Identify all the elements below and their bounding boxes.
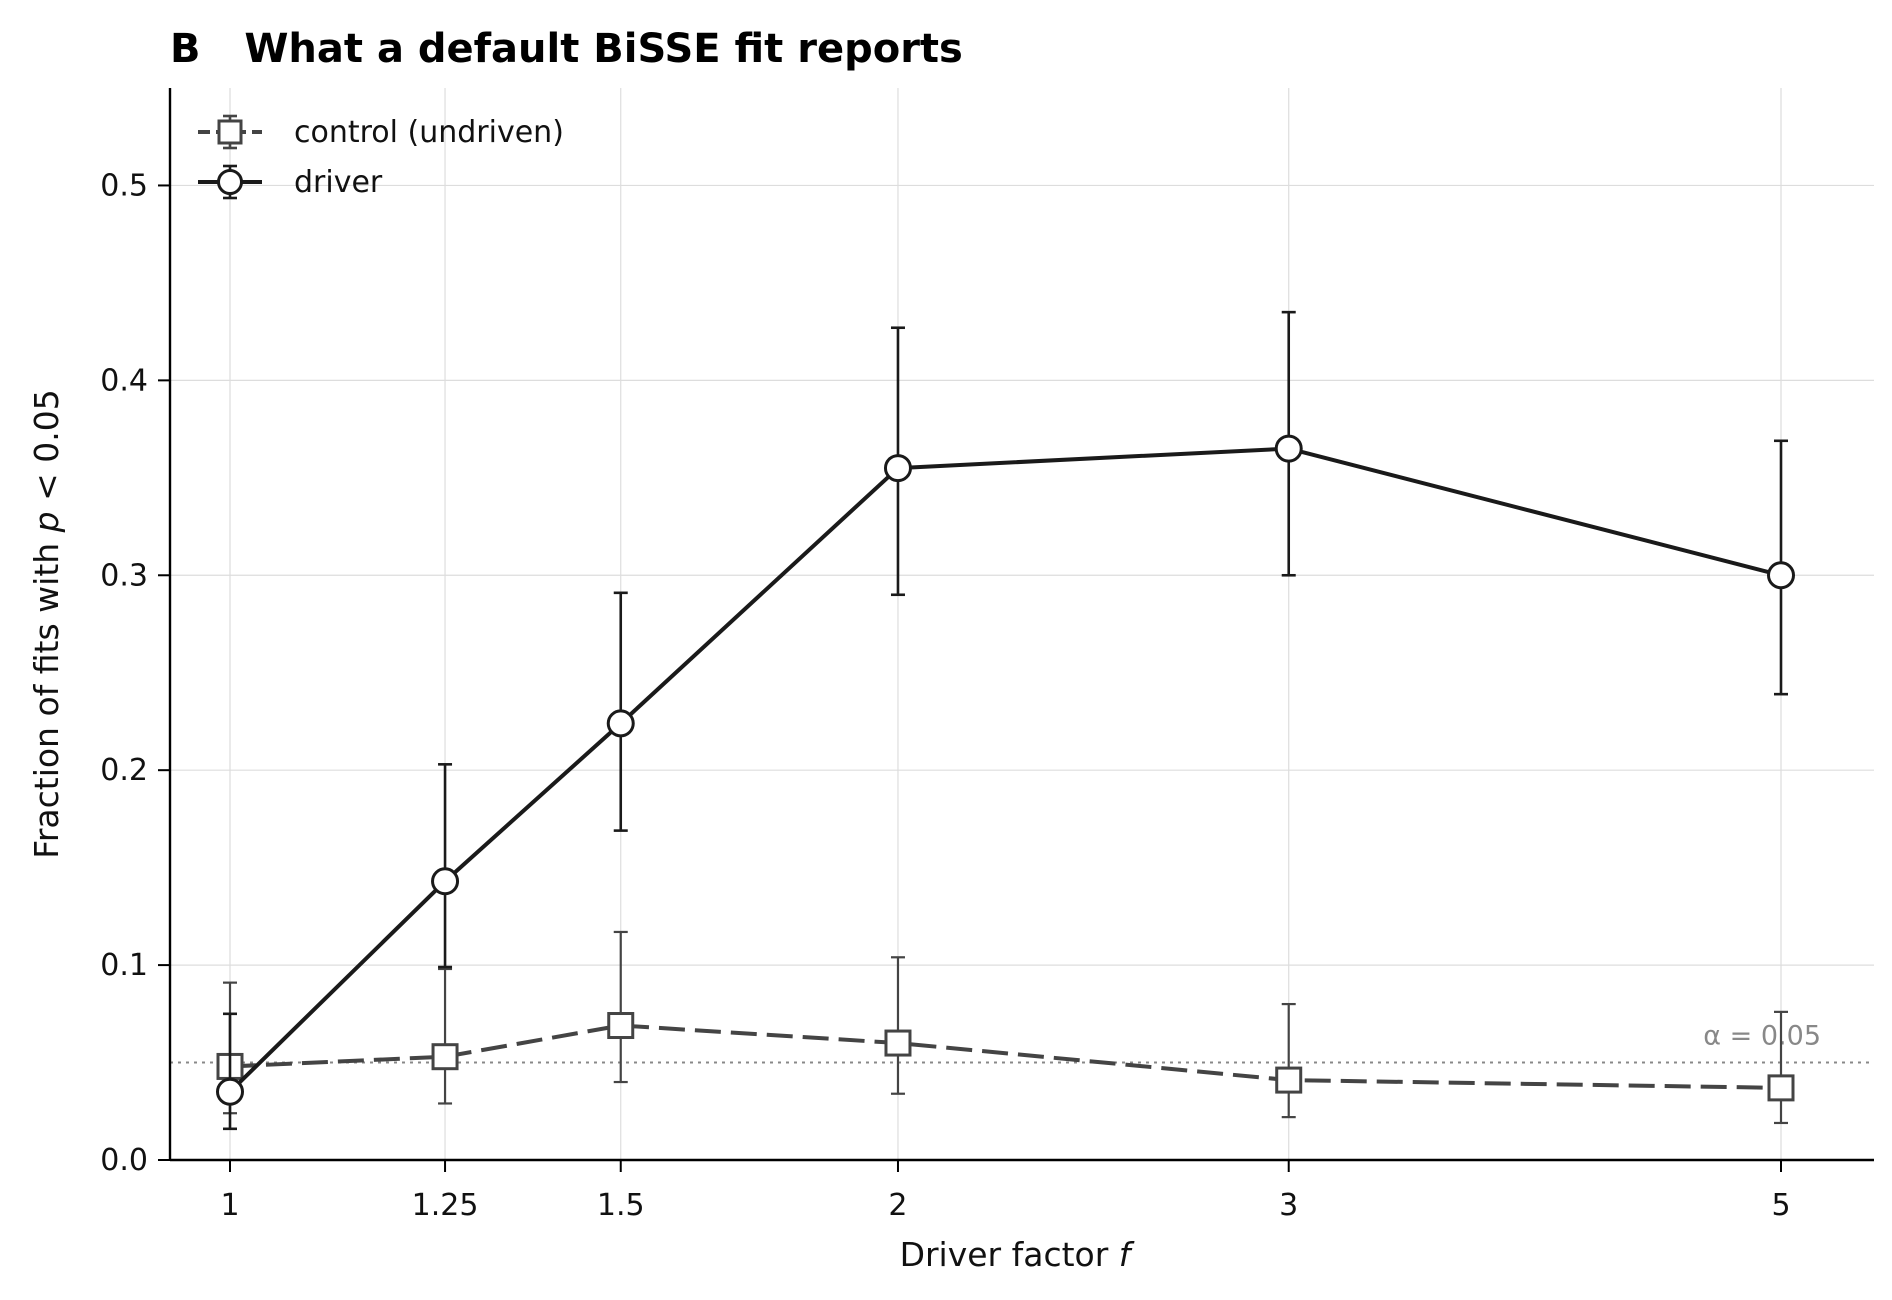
legend: control (undriven) driver bbox=[198, 114, 564, 200]
y-tick-label-3: 0.3 bbox=[100, 558, 148, 593]
x-axis-label: Driver factor f bbox=[900, 1235, 1135, 1274]
panel-letter: B bbox=[170, 26, 198, 72]
reference-line-label: α = 0.05 bbox=[1703, 1021, 1821, 1052]
data-point-1-5 bbox=[1767, 561, 1795, 590]
y-axis-label-text: Fraction of fits with bbox=[27, 532, 66, 858]
y-tick-label-5: 0.5 bbox=[100, 168, 148, 203]
legend-item-1: driver bbox=[198, 164, 383, 200]
error-bar-0-2 bbox=[613, 930, 628, 1084]
legend-label-1: driver bbox=[294, 165, 383, 200]
x-tick-label-2: 1.5 bbox=[597, 1188, 645, 1223]
data-point-0-4 bbox=[1275, 1066, 1303, 1094]
x-tick-label-4: 3 bbox=[1279, 1188, 1298, 1223]
series-layer bbox=[216, 310, 1795, 1131]
data-point-1-0 bbox=[216, 1077, 244, 1106]
error-bar-0-4 bbox=[1281, 1002, 1296, 1119]
reference-line-group: α = 0.05 bbox=[170, 1021, 1874, 1064]
data-point-1-4 bbox=[1274, 434, 1303, 463]
legend-marker-1 bbox=[217, 169, 243, 195]
y-tick-label-1: 0.1 bbox=[100, 948, 148, 983]
chart-title: B What a default BiSSE fit reports bbox=[170, 26, 963, 72]
y-tick-label-2: 0.2 bbox=[100, 753, 148, 788]
x-axis-label-var: f bbox=[1119, 1235, 1135, 1274]
data-point-0-5 bbox=[1767, 1074, 1795, 1102]
data-point-1-2 bbox=[606, 709, 635, 738]
x-tick-label-1: 1.25 bbox=[412, 1188, 479, 1223]
y-tick-label-0: 0.0 bbox=[100, 1143, 148, 1178]
data-point-1-3 bbox=[883, 454, 912, 483]
series-line-0 bbox=[229, 1023, 1782, 1090]
x-axis-ticks: 1 1.25 1.5 2 3 5 bbox=[220, 1160, 1791, 1223]
y-axis-label-suffix: < 0.05 bbox=[27, 389, 66, 511]
grid bbox=[170, 88, 1874, 1160]
error-bar-1-0 bbox=[223, 1012, 237, 1131]
error-bar-0-5 bbox=[1774, 1010, 1788, 1125]
x-tick-label-0: 1 bbox=[220, 1188, 239, 1223]
series-1 bbox=[216, 310, 1795, 1131]
y-tick-label-4: 0.4 bbox=[100, 363, 148, 398]
error-bar-0-3 bbox=[890, 956, 905, 1095]
chart-title-text: What a default BiSSE fit reports bbox=[244, 26, 963, 72]
y-axis-ticks: 0.0 0.1 0.2 0.3 0.4 0.5 bbox=[100, 168, 170, 1178]
y-axis-label: Fraction of fits with p < 0.05 bbox=[27, 389, 66, 859]
data-point-0-1 bbox=[431, 1043, 459, 1071]
y-axis-label-var: p bbox=[27, 511, 66, 533]
data-point-0-3 bbox=[884, 1029, 912, 1057]
x-tick-label-3: 2 bbox=[888, 1188, 907, 1223]
legend-label-0: control (undriven) bbox=[294, 115, 564, 150]
data-point-1-1 bbox=[431, 867, 460, 896]
series-line-1 bbox=[228, 446, 1782, 1094]
legend-marker-0 bbox=[217, 119, 243, 145]
error-bar-1-1 bbox=[438, 763, 453, 969]
data-point-0-2 bbox=[607, 1012, 635, 1040]
legend-item-0: control (undriven) bbox=[198, 114, 564, 150]
x-tick-label-5: 5 bbox=[1771, 1188, 1790, 1223]
error-bar-0-1 bbox=[438, 967, 453, 1105]
x-axis-label-text: Driver factor bbox=[900, 1235, 1119, 1274]
series-0 bbox=[216, 930, 1795, 1125]
